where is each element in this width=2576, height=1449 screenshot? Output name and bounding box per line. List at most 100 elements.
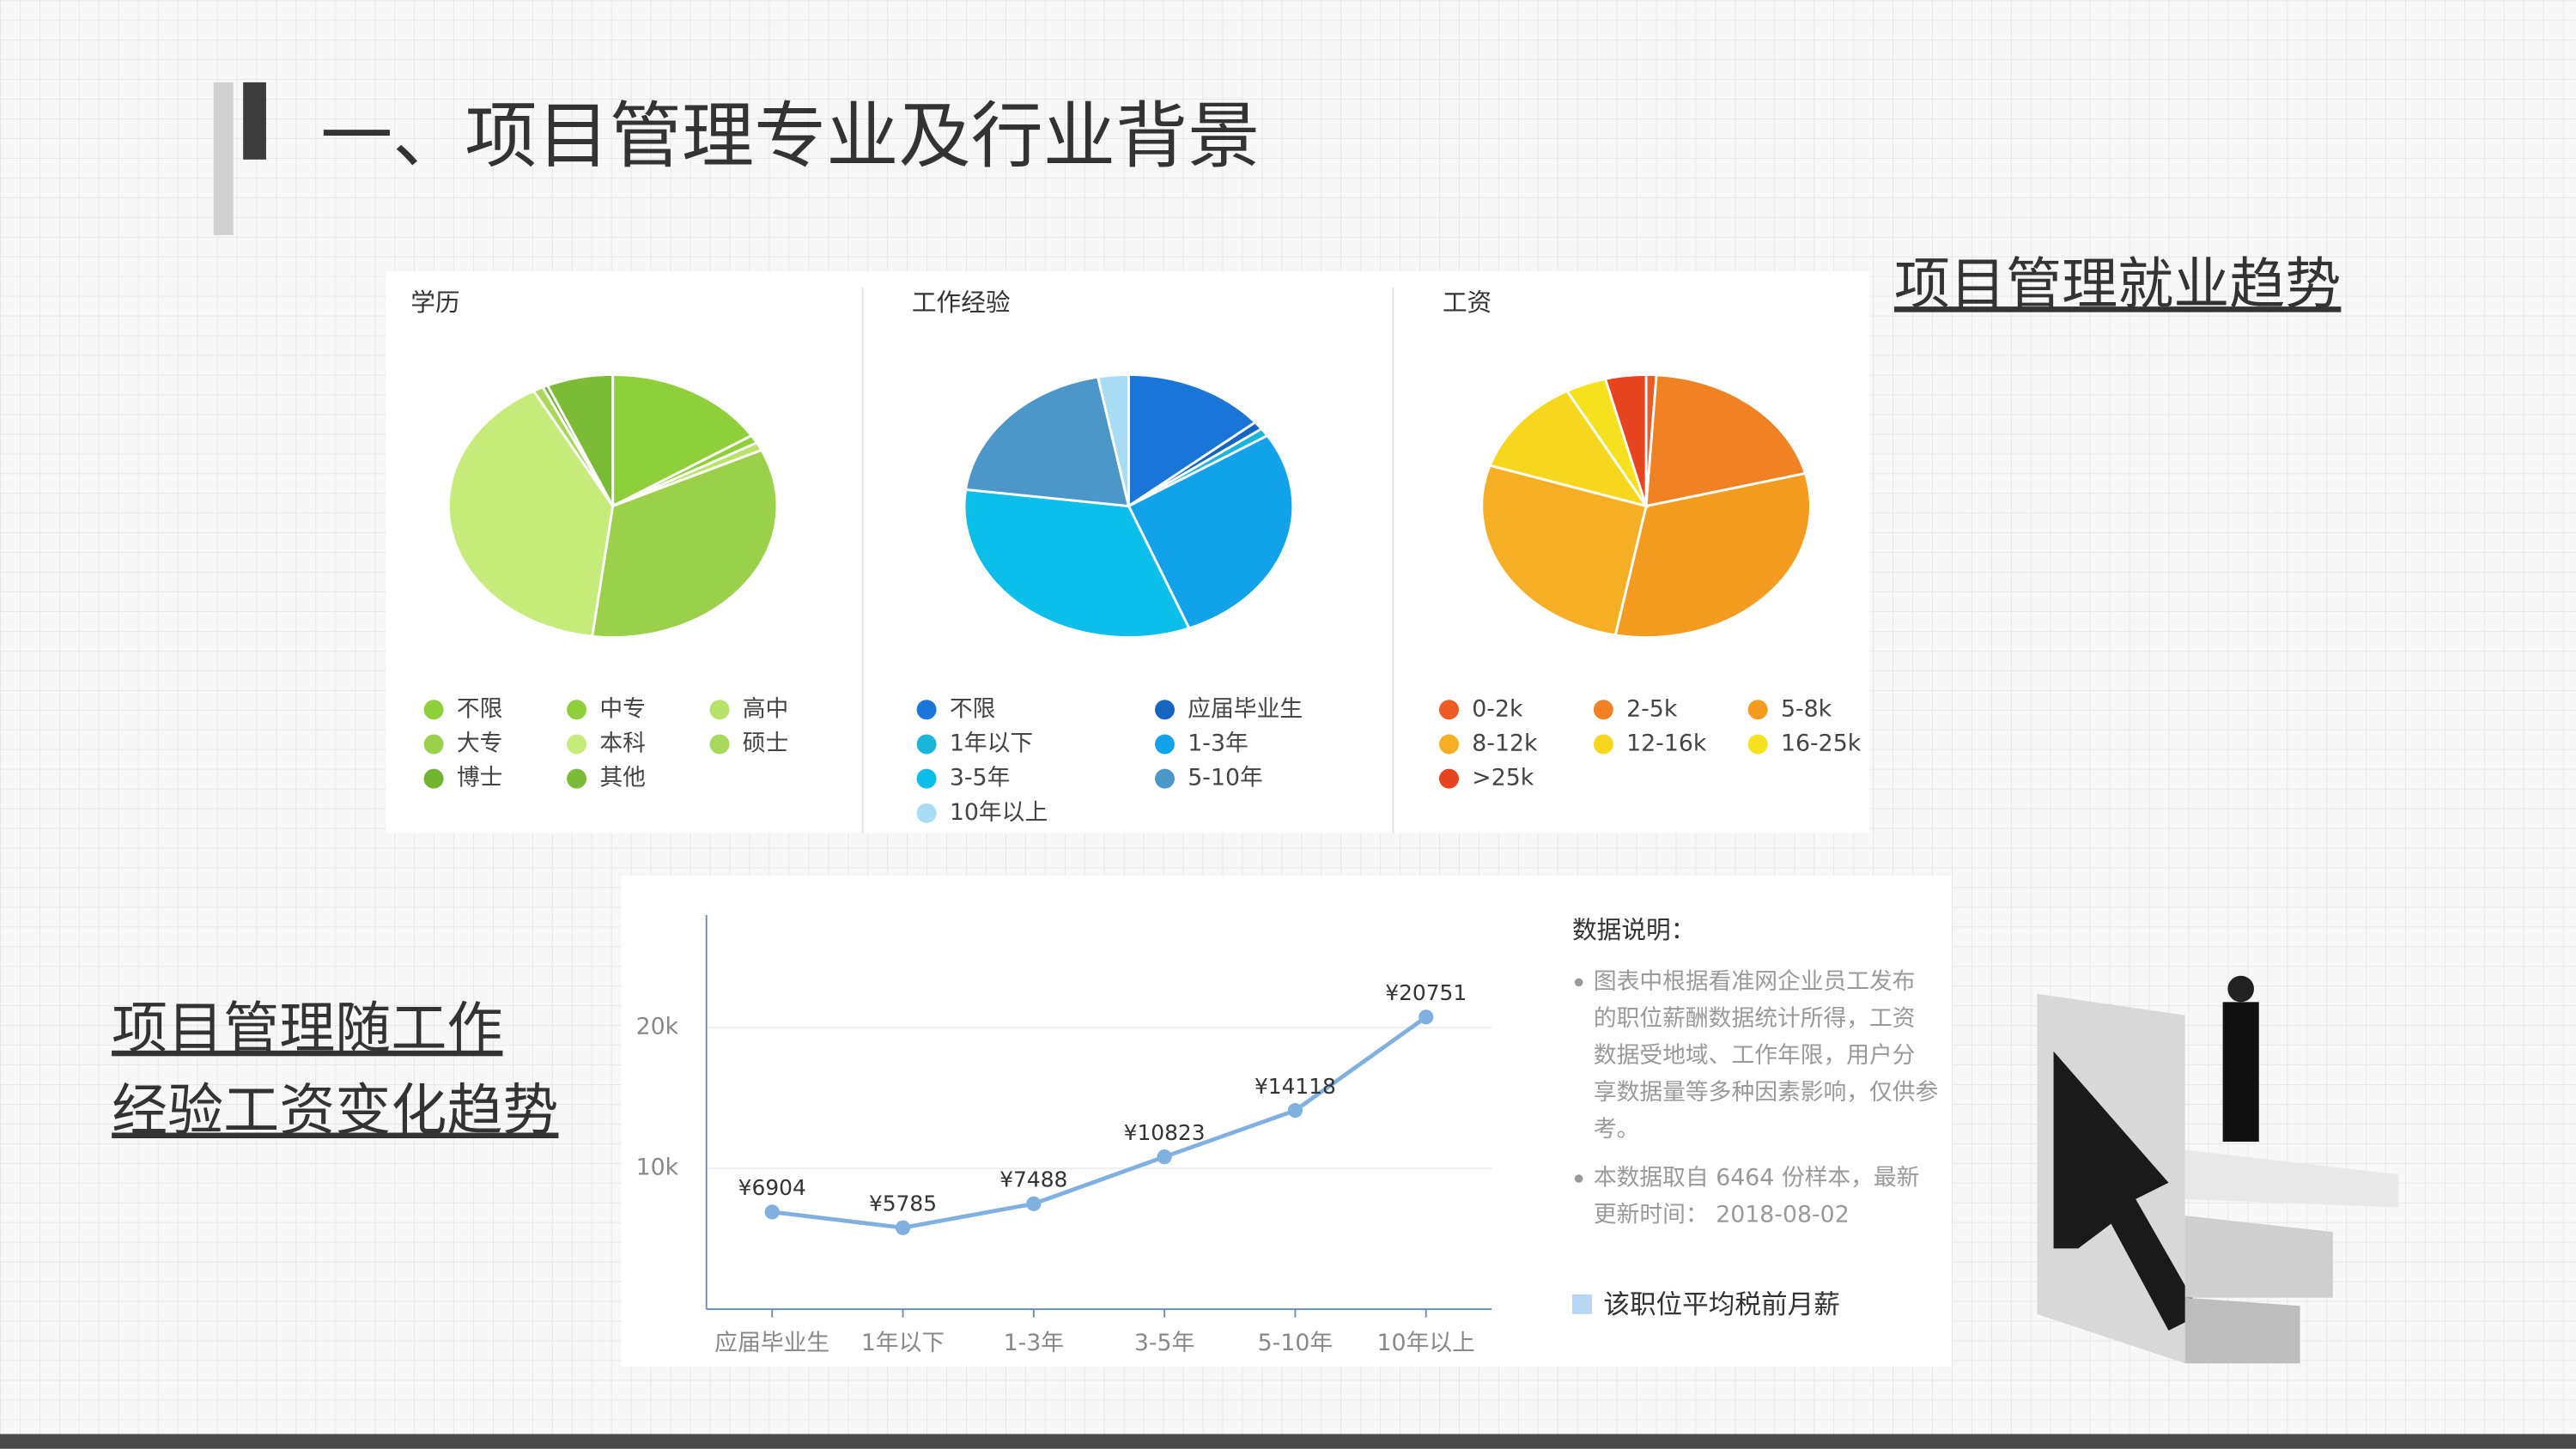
line-series <box>771 1015 1428 1230</box>
note-line: 考。 <box>1594 1116 1640 1143</box>
note-line: 数据受地域、工作年限，用户分 <box>1594 1042 1916 1069</box>
pie-slice <box>545 373 615 507</box>
legend-label: 应届毕业生 <box>1188 695 1303 722</box>
slide-title: 一、项目管理专业及行业背景 <box>320 94 1260 179</box>
data-point <box>764 1204 780 1220</box>
pie-slice <box>1613 471 1812 640</box>
legend-label: 2-5k <box>1626 695 1678 722</box>
pie-slice <box>1488 389 1649 508</box>
pie-slice <box>1096 373 1130 506</box>
y-tick-label: 10k <box>636 1155 679 1181</box>
data-label: ¥5785 <box>869 1191 937 1216</box>
legend-swatch <box>1593 734 1613 755</box>
data-point <box>1419 1009 1434 1025</box>
legend-swatch <box>709 700 730 720</box>
legend-swatch <box>1155 768 1175 789</box>
pie-slice <box>611 373 754 508</box>
note-line: 图表中根据看准网企业员工发布 <box>1594 968 1916 995</box>
legend-label: 中专 <box>599 695 646 722</box>
data-label: ¥6904 <box>738 1175 806 1200</box>
data-point <box>1026 1196 1042 1211</box>
data-label: ¥20751 <box>1385 980 1467 1005</box>
data-point <box>1287 1102 1303 1119</box>
pie-slice <box>447 389 615 638</box>
legend-swatch <box>423 768 444 789</box>
legend-label: 8-12k <box>1472 730 1538 756</box>
legend-swatch <box>916 768 937 789</box>
pie-slice <box>1127 433 1295 630</box>
x-tick-label: 3-5年 <box>1134 1330 1194 1356</box>
chart-title: 工作经验 <box>912 288 1011 317</box>
legend-label: 3-5年 <box>950 765 1010 791</box>
legend-label: 不限 <box>457 695 503 722</box>
legend-label: >25k <box>1472 765 1534 791</box>
legend-swatch <box>423 700 444 720</box>
legend-label: 本科 <box>599 730 646 756</box>
legend-label: 大专 <box>457 730 503 756</box>
legend-swatch <box>1747 734 1768 755</box>
legend-swatch <box>567 700 587 720</box>
note-line: 的职位薪酬数据统计所得，工资 <box>1594 1005 1916 1032</box>
note-heading: 数据说明： <box>1572 915 1695 944</box>
x-tick-label: 1年以下 <box>861 1330 945 1356</box>
legend-label: 高中 <box>743 695 789 722</box>
y-tick-label: 20k <box>636 1014 679 1040</box>
data-point <box>1157 1149 1172 1165</box>
x-tick-label: 5-10年 <box>1258 1330 1334 1356</box>
legend-swatch <box>567 768 587 789</box>
stairs-illustration <box>2037 975 2399 1364</box>
pie-slice <box>1644 373 1807 508</box>
data-label: ¥10823 <box>1124 1120 1206 1145</box>
title-bar-dark <box>243 82 266 160</box>
caption: 项目管理随工作 <box>112 997 502 1061</box>
chart-title: 工资 <box>1443 288 1492 317</box>
legend-label: 16-25k <box>1781 730 1862 756</box>
legend-label: 不限 <box>950 695 996 722</box>
x-tick-label: 1-3年 <box>1004 1330 1064 1356</box>
caption: 项目管理就业趋势 <box>1894 252 2341 317</box>
legend-swatch <box>1155 700 1175 720</box>
legend-swatch <box>916 700 937 720</box>
data-label: ¥7488 <box>999 1167 1067 1192</box>
legend-label: 博士 <box>457 765 503 791</box>
legend-swatch <box>1571 1294 1592 1314</box>
footer-bar <box>0 1434 2576 1449</box>
pie-slice <box>1480 464 1648 637</box>
note-line: 更新时间： 2018-08-02 <box>1594 1202 1850 1228</box>
legend-label: 5-8k <box>1781 695 1832 722</box>
pie-slice <box>963 375 1131 508</box>
data-label: ¥14118 <box>1255 1074 1336 1099</box>
legend-swatch <box>567 734 587 755</box>
pie-slice <box>963 488 1191 639</box>
x-tick-label: 10年以上 <box>1377 1330 1475 1356</box>
legend-label: 0-2k <box>1472 695 1523 722</box>
legend-swatch <box>1155 734 1175 755</box>
legend-swatch <box>916 734 937 755</box>
legend-label: 1-3年 <box>1188 730 1248 756</box>
chart-title: 学历 <box>410 288 459 317</box>
caption: 经验工资变化趋势 <box>112 1079 558 1143</box>
x-tick-label: 应届毕业生 <box>714 1330 829 1356</box>
data-point <box>895 1220 911 1235</box>
legend-label: 12-16k <box>1626 730 1707 756</box>
legend-swatch <box>1439 768 1459 789</box>
pie-slice <box>1127 373 1258 509</box>
legend-label: 该职位平均税前月薪 <box>1603 1290 1839 1320</box>
legend-swatch <box>916 803 937 823</box>
line-panel <box>621 876 1952 1367</box>
legend-label: 10年以上 <box>950 799 1048 826</box>
legend-swatch <box>423 734 444 755</box>
legend-swatch <box>1439 734 1459 755</box>
legend-label: 其他 <box>599 765 646 791</box>
bullet <box>1574 1174 1583 1183</box>
legend-label: 1年以下 <box>950 730 1033 756</box>
pie-slice <box>1603 373 1648 506</box>
note-line: 本数据取自 6464 份样本，最新 <box>1594 1165 1920 1191</box>
note-line: 享数据量等多种因素影响，仅供参 <box>1594 1079 1938 1106</box>
legend-swatch <box>1439 700 1459 720</box>
legend-swatch <box>709 734 730 755</box>
bullet <box>1574 978 1583 987</box>
legend-label: 5-10年 <box>1188 765 1263 791</box>
legend-swatch <box>1593 700 1613 720</box>
